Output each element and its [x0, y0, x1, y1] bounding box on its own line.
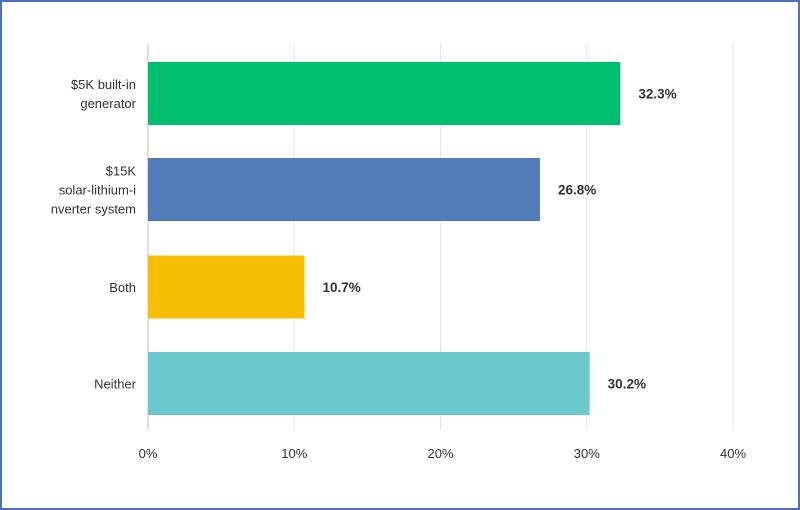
category-label: Both — [109, 280, 136, 295]
category-label: $15K — [106, 164, 137, 179]
label-layer: 32.3% $5K built-in generator 26.8% $15K solar… — [51, 77, 677, 392]
bar[interactable] — [148, 255, 305, 319]
x-tick-label: 40% — [720, 446, 746, 461]
category-label: Neither — [94, 377, 137, 392]
bar[interactable] — [148, 352, 590, 415]
data-label: 30.2% — [608, 377, 646, 392]
data-label: 10.7% — [322, 280, 360, 295]
category-label: $5K built-in — [71, 77, 136, 92]
bar[interactable] — [148, 158, 540, 221]
tick-layer: 0% 10% 20% 30% 40% — [139, 446, 747, 461]
bar[interactable] — [148, 62, 621, 125]
data-label: 26.8% — [558, 183, 596, 198]
x-tick-label: 10% — [281, 446, 307, 461]
data-label: 32.3% — [638, 87, 676, 102]
x-tick-label: 0% — [139, 446, 158, 461]
x-tick-label: 20% — [427, 446, 453, 461]
category-label: solar-lithium-i — [59, 183, 136, 198]
category-label: generator — [80, 96, 136, 111]
bar-layer — [148, 62, 621, 415]
x-tick-label: 30% — [574, 446, 600, 461]
category-label: nverter system — [51, 202, 136, 217]
